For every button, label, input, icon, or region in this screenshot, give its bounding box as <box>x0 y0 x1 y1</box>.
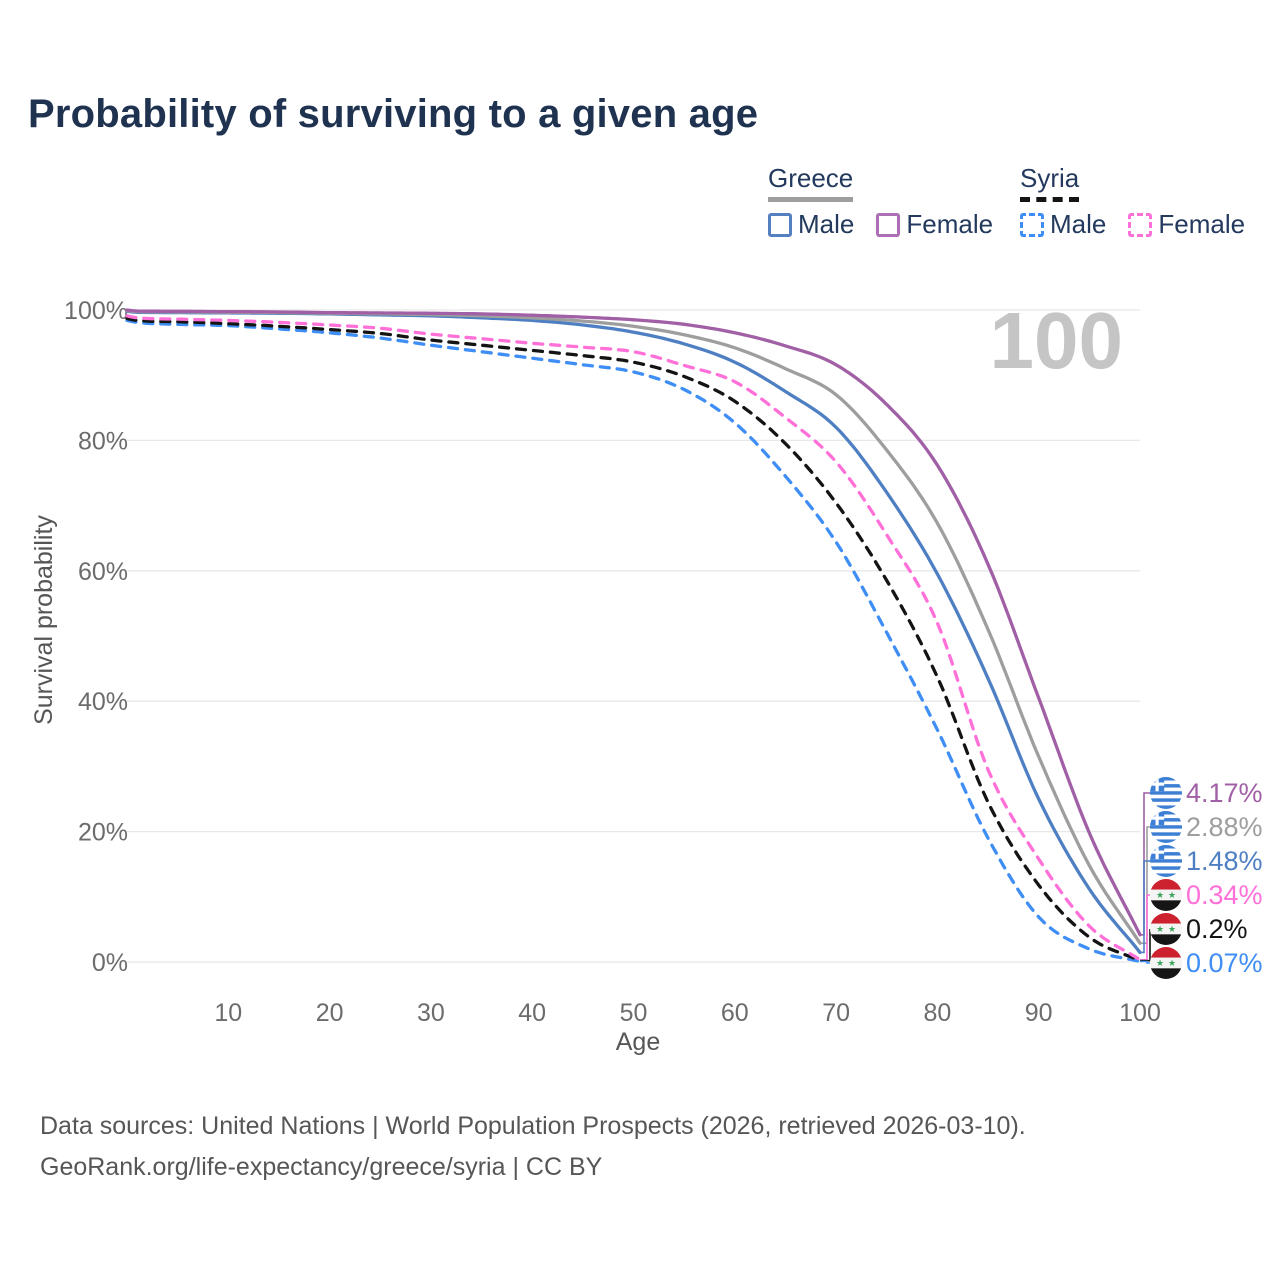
end-label-connectors <box>1140 792 1151 964</box>
curve-syria-both-sexes <box>125 316 1142 963</box>
end-label-syria-both-sexes: 0.2% <box>1186 914 1248 944</box>
y-tick-label: 40% <box>78 688 128 716</box>
curve-syria-male <box>125 318 1142 964</box>
syria-flag-icon <box>1150 947 1182 979</box>
legend-group-syria: Syria Male Female <box>1020 163 1245 240</box>
footer: Data sources: United Nations | World Pop… <box>40 1106 1026 1188</box>
curve-greece-both-sexes <box>125 309 1142 945</box>
greece-flag-icon <box>1150 845 1182 877</box>
end-label-greece-female: 4.17% <box>1186 778 1263 808</box>
connector-greece-male <box>1140 860 1150 954</box>
x-tick-label: 70 <box>822 999 850 1027</box>
connector-syria-both-sexes <box>1140 929 1151 962</box>
end-label-greece-male: 1.48% <box>1186 846 1263 876</box>
y-tick-label: 80% <box>78 427 128 455</box>
curve-greece-female <box>125 308 1142 937</box>
greece-female-swatch-icon <box>876 212 901 237</box>
legend-country-syria: Syria <box>1020 163 1080 202</box>
connector-syria-female <box>1140 894 1150 961</box>
y-tick-label: 20% <box>78 819 128 847</box>
x-tick-label: 50 <box>620 999 648 1027</box>
x-tick-label: 60 <box>721 999 749 1027</box>
legend-group-greece: Greece Male Female <box>768 163 993 240</box>
end-label-syria-female: 0.34% <box>1186 880 1263 910</box>
legend-label-greece-male: Male <box>798 209 855 239</box>
x-tick-label: 100 <box>1119 999 1161 1027</box>
legend-label-syria-male: Male <box>1050 209 1107 239</box>
x-tick-label: 80 <box>923 999 951 1027</box>
x-tick-label: 90 <box>1025 999 1053 1027</box>
end-label-syria-male: 0.07% <box>1186 948 1263 978</box>
legend-label-greece-female: Female <box>906 209 994 239</box>
end-labels: 4.17% 2.88% 1.48% 0.34% 0.2% 0.07% <box>1150 777 1263 979</box>
legend-item-greece-female[interactable]: Female <box>876 209 993 240</box>
page-title: Probability of surviving to a given age <box>28 92 759 136</box>
end-label-greece-both-sexes: 2.88% <box>1186 812 1263 842</box>
x-tick-label: 10 <box>214 999 242 1027</box>
legend-item-syria-female[interactable]: Female <box>1128 209 1245 240</box>
x-tick-label: 30 <box>417 999 445 1027</box>
footer-sources: Data sources: United Nations | World Pop… <box>40 1112 1026 1140</box>
x-axis-tick-labels: 10 20 30 40 50 60 70 80 90 100 <box>214 999 1160 1027</box>
connector-greece-both-sexes <box>1140 826 1150 944</box>
legend-item-syria-male[interactable]: Male <box>1020 209 1106 240</box>
hover-age-watermark: 100 <box>990 296 1123 385</box>
greece-flag-icon <box>1150 777 1182 809</box>
x-axis-title: Age <box>616 1028 660 1056</box>
syria-male-swatch-icon <box>1020 212 1044 237</box>
x-tick-label: 20 <box>316 999 344 1027</box>
y-tick-label: 60% <box>78 558 128 586</box>
connector-greece-female <box>1140 792 1150 936</box>
y-axis-tick-labels: 0% 20% 40% 60% 80% 100% <box>64 297 128 977</box>
x-tick-label: 40 <box>518 999 546 1027</box>
y-tick-label: 100% <box>64 297 128 325</box>
footer-url: GeoRank.org/life-expectancy/greece/syria… <box>40 1153 603 1181</box>
curve-syria-female <box>125 314 1142 962</box>
legend-label-syria-female: Female <box>1158 209 1246 239</box>
syria-female-swatch-icon <box>1128 212 1153 237</box>
legend-item-greece-male[interactable]: Male <box>768 209 854 240</box>
syria-flag-icon <box>1150 879 1182 911</box>
survival-curves <box>125 308 1142 964</box>
y-tick-label: 0% <box>92 949 128 977</box>
y-axis-title: Survival probability <box>30 515 58 725</box>
greece-flag-icon <box>1150 811 1182 843</box>
gridlines <box>127 309 1140 963</box>
connector-syria-male <box>1140 960 1150 964</box>
syria-flag-icon <box>1150 913 1182 945</box>
legend-country-greece: Greece <box>768 163 854 202</box>
greece-male-swatch-icon <box>768 212 792 237</box>
